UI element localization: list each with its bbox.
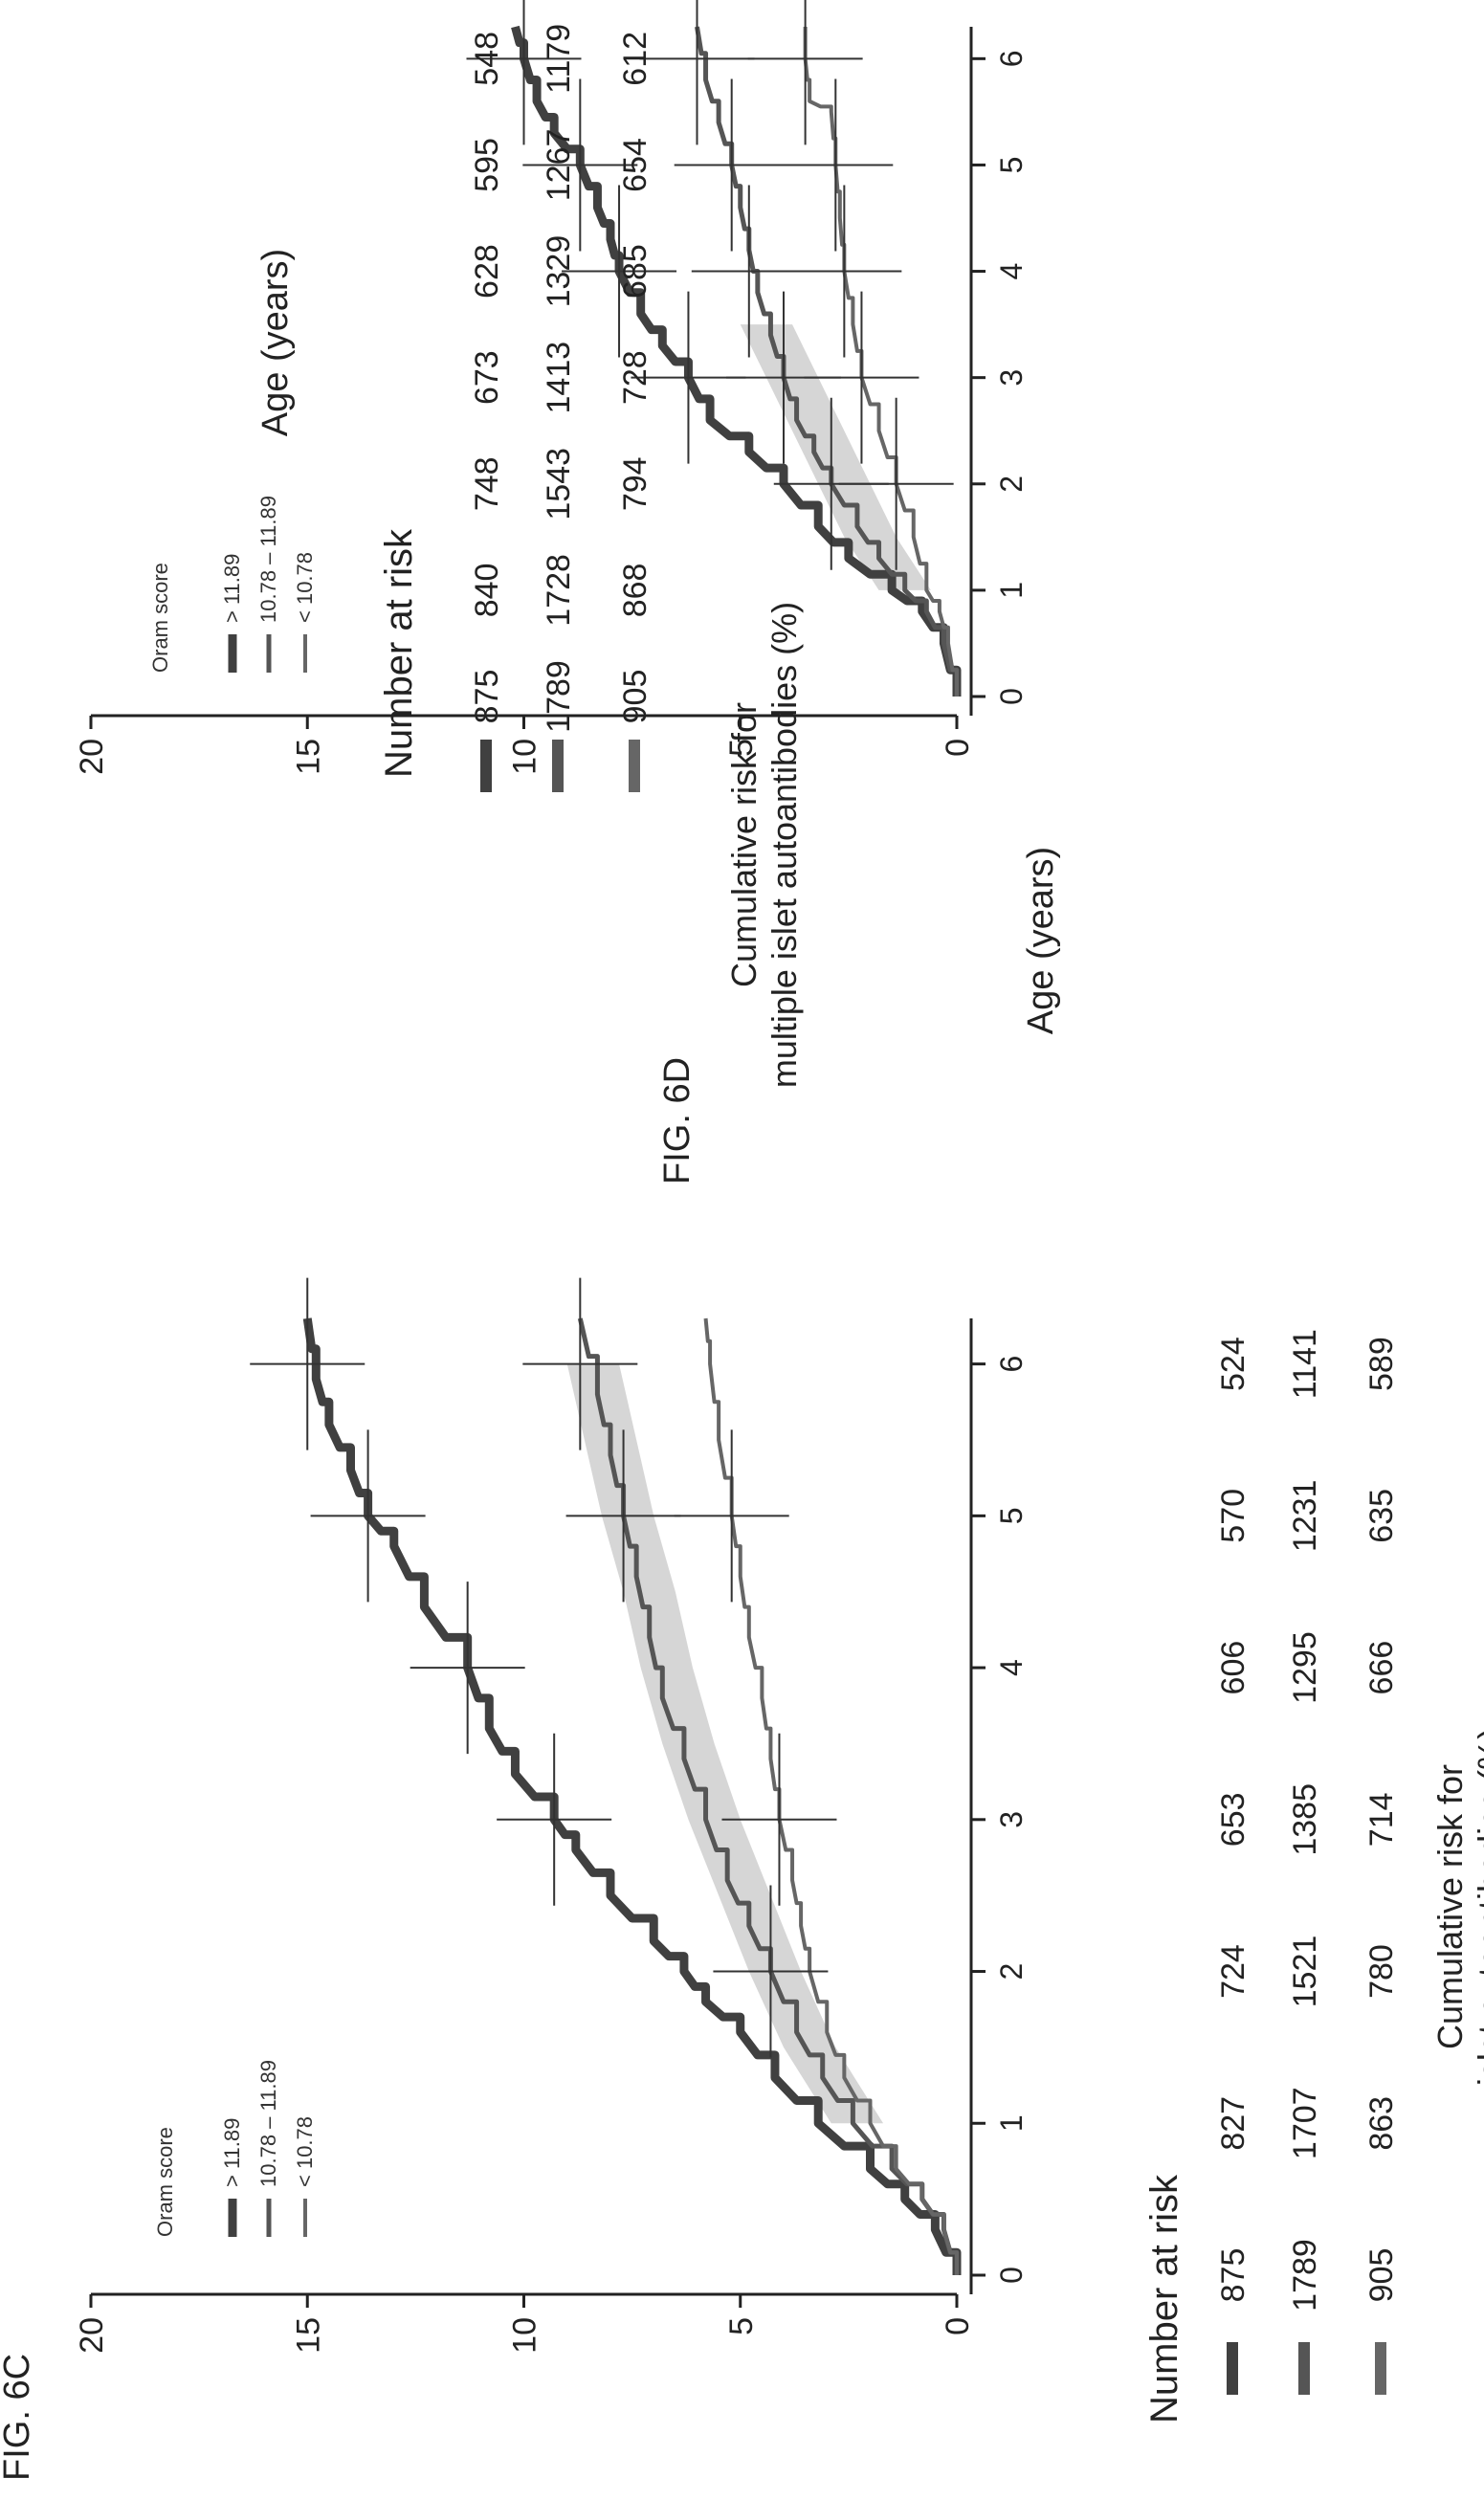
risk-cell: 685: [617, 244, 653, 299]
y-axis-label-line2: islet autoantibodies (%): [1471, 1728, 1484, 2086]
risk-cell: 1179: [541, 24, 577, 94]
y-axis-label-line1: Cumulative risk for: [724, 702, 764, 987]
risk-cell: 875: [1215, 2248, 1251, 2303]
legend-title: Oram score: [148, 563, 172, 673]
x-axis-label: Age (years): [1021, 847, 1061, 1034]
risk-cell: 748: [469, 456, 505, 511]
risk-cell: 1231: [1287, 1480, 1323, 1553]
risk-cell: 524: [1215, 1337, 1251, 1391]
confidence-band: [740, 324, 931, 590]
series-line-2: [803, 27, 959, 697]
y-tick-label: 5: [723, 739, 760, 757]
risk-cell: 548: [469, 32, 505, 86]
risk-cell: 827: [1215, 2096, 1251, 2151]
risk-cell: 1789: [541, 660, 577, 733]
legend-label-2: < 10.78: [293, 552, 317, 623]
x-tick-label: 0: [994, 688, 1029, 705]
x-tick-label: 5: [994, 1507, 1029, 1524]
risk-cell: 635: [1363, 1489, 1400, 1543]
risk-cell: 1329: [541, 235, 577, 308]
x-axis-label: Age (years): [255, 249, 296, 436]
risk-cell: 1707: [1287, 2087, 1323, 2159]
risk-cell: 628: [469, 244, 505, 299]
y-tick-label: 15: [290, 2317, 326, 2354]
x-tick-label: 5: [994, 157, 1029, 174]
risk-cell: 666: [1363, 1641, 1400, 1695]
x-tick-label: 1: [994, 582, 1029, 599]
panel-fig-6d: FIG. 6D Cumulative risk for multiple isl…: [74, 0, 1029, 1184]
y-tick-label: 0: [940, 2317, 976, 2335]
x-tick-label: 6: [994, 1356, 1029, 1373]
risk-cell: 606: [1215, 1641, 1251, 1695]
risk-cell: 863: [1363, 2096, 1400, 2151]
risk-cell: 673: [469, 350, 505, 405]
risk-cell: 1385: [1287, 1783, 1323, 1856]
risk-cell: 1413: [541, 342, 577, 414]
y-tick-label: 0: [940, 739, 976, 757]
legend-label-1: 10.78 – 11.89: [256, 496, 280, 623]
risk-cell: 1789: [1287, 2239, 1323, 2312]
risk-cell: 1521: [1287, 1936, 1323, 2008]
series-line-0: [511, 25, 962, 697]
risk-cell: 570: [1215, 1489, 1251, 1543]
risk-cell: 868: [617, 564, 653, 618]
risk-cell: 905: [1363, 2248, 1400, 2303]
risk-cell: 905: [617, 670, 653, 724]
risk-cell: 654: [617, 138, 653, 192]
number-at-risk-title: Number at risk: [378, 528, 420, 778]
risk-cell: 1267: [541, 129, 577, 202]
y-tick-label: 10: [507, 2317, 543, 2354]
risk-cell: 1543: [541, 448, 577, 520]
risk-cell: 728: [617, 350, 653, 405]
risk-cell: 724: [1215, 1944, 1251, 1999]
x-tick-label: 0: [994, 2267, 1029, 2284]
y-axis-label-line1: Cumulative risk for: [1430, 1764, 1470, 2049]
y-tick-label: 15: [290, 739, 326, 775]
x-tick-label: 6: [994, 50, 1029, 67]
risk-cell: 1141: [1287, 1329, 1323, 1399]
figure-label-6d: FIG. 6D: [657, 1057, 698, 1184]
risk-cell: 589: [1363, 1337, 1400, 1391]
risk-cell: 875: [469, 670, 505, 724]
number-at-risk-title: Number at risk: [1143, 2174, 1185, 2423]
confidence-band: [566, 1363, 884, 2124]
x-tick-label: 2: [994, 476, 1029, 493]
risk-cell: 595: [469, 138, 505, 192]
x-tick-label: 4: [994, 263, 1029, 280]
risk-cell: 840: [469, 564, 505, 618]
risk-cell: 653: [1215, 1792, 1251, 1847]
y-tick-label: 20: [74, 2317, 110, 2354]
y-tick-label: 5: [723, 2317, 760, 2335]
x-tick-label: 3: [994, 369, 1029, 387]
y-axis-label-line2: multiple islet autoantibodies (%): [764, 602, 804, 1088]
x-tick-label: 4: [994, 1659, 1029, 1676]
x-tick-label: 3: [994, 1811, 1029, 1828]
legend-label-0: > 11.89: [220, 2118, 244, 2187]
risk-cell: 1295: [1287, 1631, 1323, 1704]
x-tick-label: 2: [994, 1963, 1029, 1980]
legend-label-2: < 10.78: [293, 2116, 317, 2187]
y-tick-label: 10: [507, 739, 543, 775]
legend-label-1: 10.78 – 11.89: [256, 2060, 280, 2187]
panel-fig-6c: FIG. 6C Cumulative risk for islet autoan…: [0, 847, 1484, 2481]
x-tick-label: 1: [994, 2114, 1029, 2132]
risk-cell: 794: [617, 456, 653, 511]
legend-title: Oram score: [153, 2127, 177, 2237]
y-tick-label: 20: [74, 739, 110, 775]
risk-cell: 612: [617, 32, 653, 86]
legend-label-0: > 11.89: [220, 554, 244, 623]
risk-cell: 780: [1363, 1944, 1400, 1999]
figure-label-6c: FIG. 6C: [0, 2354, 37, 2481]
series-line-1: [695, 26, 960, 697]
risk-cell: 1728: [541, 554, 577, 627]
risk-cell: 714: [1363, 1792, 1400, 1847]
